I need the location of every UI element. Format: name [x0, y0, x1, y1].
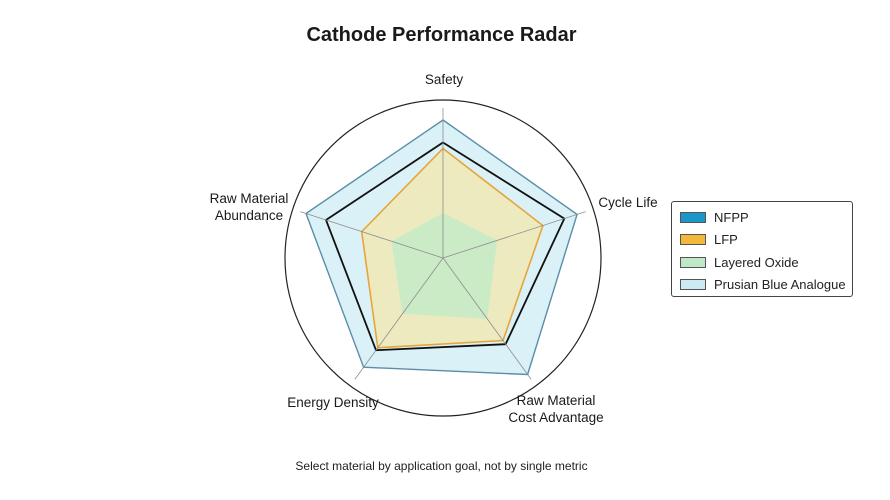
legend: NFPP LFP Layered Oxide Prusian Blue Anal… — [671, 201, 853, 297]
legend-item-layered-oxide: Layered Oxide — [680, 251, 852, 274]
radar-outer-circle — [284, 99, 602, 417]
legend-swatch — [680, 279, 706, 291]
chart-title: Cathode Performance Radar — [306, 24, 577, 46]
axis-label: Energy Density — [287, 395, 379, 410]
chart-caption: Select material by application goal, not… — [295, 459, 588, 473]
axis-label: Raw Material Cost Advantage — [508, 393, 603, 425]
legend-swatch — [680, 256, 706, 268]
radar-spoke — [300, 211, 444, 259]
legend-swatch — [680, 234, 706, 246]
series-polygon-nfpp — [324, 141, 566, 352]
legend-item-prusian-blue-analogue: Prusian Blue Analogue — [680, 274, 852, 297]
legend-swatch — [680, 211, 706, 223]
legend-label: Prusian Blue Analogue — [714, 277, 846, 293]
radar-plot: Safety Cycle Life Raw Material Cost Advanta… — [210, 72, 658, 425]
legend-label: NFPP — [714, 209, 749, 225]
legend-label: LFP — [714, 232, 738, 248]
legend-item-nfpp: NFPP — [680, 206, 852, 229]
radar-spoke — [442, 211, 586, 259]
axis-label: Raw Material Abundance — [210, 191, 289, 223]
axis-label: Cycle Life — [598, 195, 657, 210]
radar-spoke — [354, 257, 444, 380]
legend-label: Layered Oxide — [714, 254, 799, 270]
axis-label: Safety — [425, 72, 464, 87]
legend-item-lfp: LFP — [680, 229, 852, 252]
radar-spoke — [442, 257, 532, 380]
